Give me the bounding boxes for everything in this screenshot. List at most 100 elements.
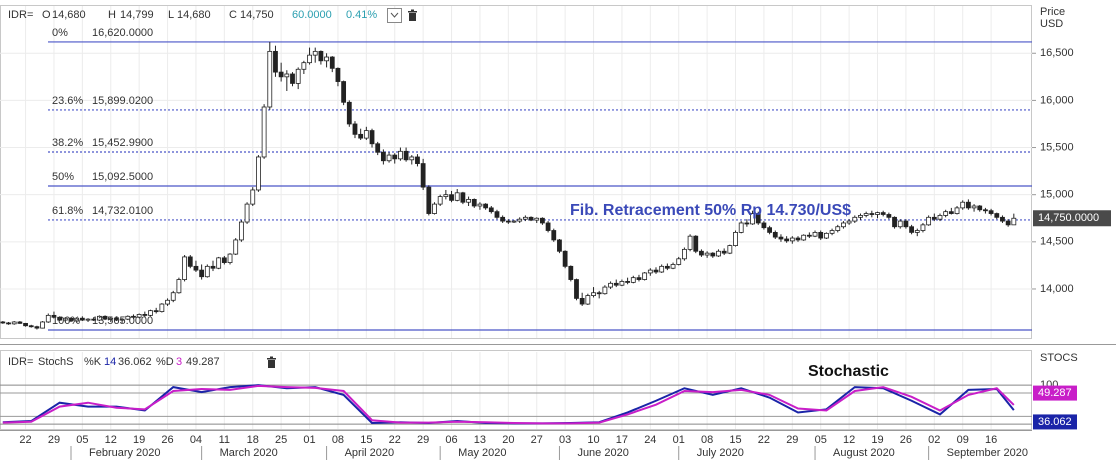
candle-body <box>409 156 415 161</box>
y-tick-label: 14,000 <box>1040 283 1074 295</box>
candle-body <box>17 321 23 324</box>
legend-name: %K <box>84 356 102 368</box>
delete-button[interactable] <box>267 356 276 369</box>
candle-body <box>716 250 721 257</box>
candle-body <box>517 218 523 222</box>
candle-body <box>500 216 506 222</box>
y-tick-label: 15,000 <box>1040 189 1074 201</box>
candle-body <box>795 237 801 241</box>
x-tick-label: 17 <box>616 434 628 446</box>
candle-body <box>750 213 755 225</box>
x-tick-label: 24 <box>644 434 656 446</box>
candle-body <box>426 186 432 214</box>
candle-body <box>471 198 477 207</box>
x-tick-label: 13 <box>474 434 486 446</box>
candle-body <box>988 210 994 214</box>
candle-body <box>415 156 420 164</box>
candle-body <box>863 213 869 216</box>
candle-body <box>329 56 335 69</box>
x-tick-label: 29 <box>786 434 798 446</box>
x-tick-label: 06 <box>445 434 457 446</box>
candle-body <box>295 68 301 84</box>
candle-body <box>170 292 176 301</box>
x-tick-label: 22 <box>758 434 770 446</box>
fib-pct-label: 38.2% <box>52 137 83 149</box>
last-price-box <box>1033 210 1111 227</box>
x-tick-label: 08 <box>332 434 344 446</box>
candle-body <box>965 201 971 209</box>
candle-body <box>682 248 687 260</box>
month-label: August 2020 <box>833 447 895 459</box>
dropdown-button[interactable] <box>387 8 402 23</box>
candle-body <box>738 222 744 233</box>
ohlc-label: C <box>229 9 237 21</box>
candle-body <box>846 220 852 224</box>
candle-body <box>466 198 471 203</box>
candle-body <box>324 56 329 62</box>
candle-body <box>983 209 988 212</box>
month-label: April 2020 <box>345 447 395 459</box>
delete-button[interactable] <box>408 9 417 22</box>
month-label: July 2020 <box>697 447 744 459</box>
candle-body <box>454 192 460 201</box>
candle-body <box>62 317 68 321</box>
candle-body <box>136 314 142 318</box>
stoch-symbol: IDR= <box>8 356 33 368</box>
candle-body <box>318 50 324 62</box>
candle-body <box>0 321 6 324</box>
fib-pct-label: 0% <box>52 27 68 39</box>
x-tick-label: 03 <box>559 434 571 446</box>
candle-body <box>1011 217 1017 226</box>
candle-body <box>642 272 648 280</box>
ohlc-value: 14,680 <box>52 9 86 21</box>
candle-body <box>238 221 244 241</box>
candle-body <box>687 235 693 250</box>
candle-body <box>102 315 108 320</box>
candle-body <box>34 326 40 329</box>
candle-body <box>625 281 631 283</box>
candle-body <box>267 50 273 108</box>
legend-value: 36.062 <box>118 356 152 368</box>
candle-body <box>994 213 1000 218</box>
candle-body <box>602 286 608 295</box>
candle-body <box>545 222 551 231</box>
x-tick-label: 05 <box>76 434 88 446</box>
candle-body <box>903 220 909 228</box>
fib-pct-label: 100% <box>52 315 80 327</box>
stoch-panel <box>0 350 1032 430</box>
candle-body <box>68 317 74 322</box>
candle-body <box>841 222 846 228</box>
candle-body <box>256 156 261 191</box>
month-label: May 2020 <box>458 447 506 459</box>
y-tick-label: 16,000 <box>1040 94 1074 106</box>
candle-body <box>449 194 454 201</box>
candle-body <box>437 196 443 205</box>
candle-body <box>784 238 790 242</box>
candle-body <box>801 234 807 241</box>
candle-body <box>971 205 977 209</box>
y-tick-label: 14,500 <box>1040 236 1074 248</box>
candle-body <box>375 143 381 153</box>
candle-body <box>142 314 148 316</box>
candle-body <box>591 292 596 296</box>
candle-body <box>488 207 494 213</box>
candle-body <box>74 317 80 322</box>
candle-body <box>789 237 795 242</box>
candle-body <box>307 54 312 64</box>
candle-body <box>823 232 829 239</box>
candle-body <box>57 316 63 321</box>
candle-body <box>369 130 375 145</box>
candle-body <box>131 315 136 318</box>
candle-body <box>380 151 386 162</box>
x-tick-label: 10 <box>587 434 599 446</box>
candle-body <box>767 227 772 233</box>
x-tick-label: 29 <box>417 434 429 446</box>
candle-body <box>630 277 636 283</box>
y-axis-title: STOCS <box>1040 352 1078 364</box>
candle-body <box>187 256 193 267</box>
y-axis-title: Price <box>1040 6 1065 18</box>
x-tick-label: 16 <box>985 434 997 446</box>
candle-body <box>778 236 784 240</box>
candle-body <box>858 215 863 218</box>
candle-body <box>647 269 653 274</box>
